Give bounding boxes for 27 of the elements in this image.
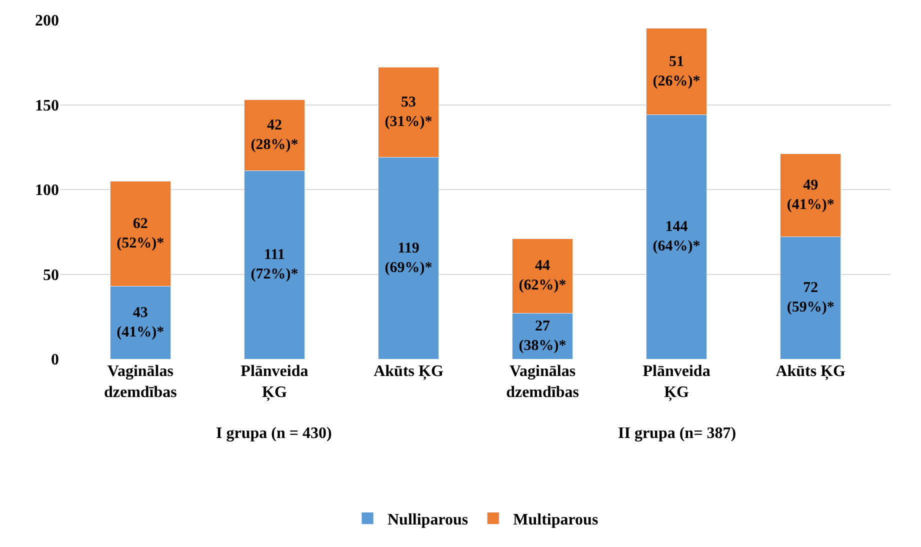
data-label: 44 (62%)* — [518, 258, 566, 294]
data-label: 53 (31%)* — [384, 94, 432, 130]
y-tick-label: 200 — [35, 12, 59, 30]
y-tick-label: 0 — [51, 352, 59, 369]
data-label: 27 (38%)* — [518, 318, 566, 354]
x-tick-label: Vaginālas dzemdības — [104, 363, 177, 401]
text: II grupa (n= 387) — [618, 425, 736, 442]
legend-label: Nulliparous — [388, 512, 468, 529]
data-label: 111 (72%)* — [250, 247, 298, 283]
y-tick-label: 100 — [35, 182, 59, 200]
x-tick-label: Plānveida ĶG — [240, 363, 308, 402]
data-label: 51 (26%)* — [652, 54, 700, 90]
data-label: 43 (41%)* — [116, 304, 164, 340]
data-label: 119 (69%)* — [384, 240, 432, 276]
legend-label: Multiparous — [513, 512, 598, 529]
data-label: 144 (64%)* — [652, 219, 700, 255]
x-tick-label: Plānveida ĶG — [642, 363, 710, 402]
data-label: 42 (28%)* — [250, 118, 298, 154]
data-label: 72 (59%)* — [786, 280, 834, 316]
x-tick-label: Akūts ĶG — [776, 363, 846, 381]
text: I grupa (n = 430) — [216, 425, 332, 442]
x-tick-label: Akūts ĶG — [374, 363, 444, 381]
y-tick-label: 150 — [35, 97, 59, 114]
x-tick-label: Vaginālas dzemdības — [506, 363, 579, 401]
data-label: 62 (52%)* — [116, 216, 164, 252]
data-label: 49 (41%)* — [786, 178, 834, 214]
y-tick-label: 50 — [43, 266, 59, 284]
